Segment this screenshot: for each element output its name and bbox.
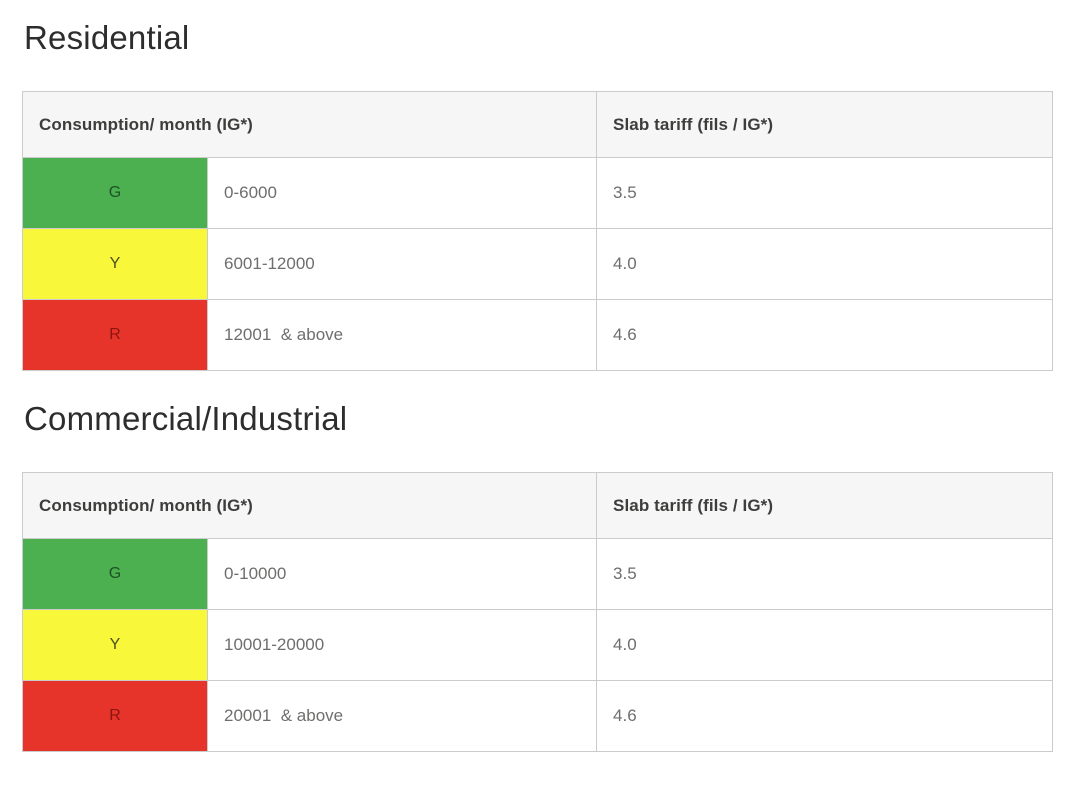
commercial-industrial-tariff-table: Consumption/ month (IG*) Slab tariff (fi… <box>21 472 1054 752</box>
consumption-range-cell: 20001 & above <box>206 680 598 752</box>
consumption-column-header: Consumption/ month (IG*) <box>21 91 598 158</box>
table-header-row: Consumption/ month (IG*) Slab tariff (fi… <box>21 91 1054 158</box>
tariff-page: Residential Consumption/ month (IG*) Sla… <box>21 18 1054 752</box>
tariff-value-cell: 3.5 <box>596 157 1054 229</box>
tariff-value-cell: 4.0 <box>596 609 1054 681</box>
table-row: R 20001 & above 4.6 <box>22 680 1054 752</box>
table-header-row: Consumption/ month (IG*) Slab tariff (fi… <box>21 472 1054 539</box>
tariff-value-cell: 4.6 <box>596 680 1054 752</box>
table-row: R 12001 & above 4.6 <box>22 299 1054 371</box>
color-code-cell-yellow: Y <box>22 228 208 300</box>
tariff-value-cell: 4.0 <box>596 228 1054 300</box>
consumption-range-cell: 12001 & above <box>206 299 598 371</box>
table-row: Y 6001-12000 4.0 <box>22 228 1054 300</box>
consumption-range-cell: 6001-12000 <box>206 228 598 300</box>
consumption-column-header: Consumption/ month (IG*) <box>21 472 598 539</box>
section-title-residential: Residential <box>24 19 190 56</box>
section-residential: Residential Consumption/ month (IG*) Sla… <box>21 18 1054 371</box>
color-code-cell-yellow: Y <box>22 609 208 681</box>
color-code-cell-red: R <box>22 680 208 752</box>
table-row: G 0-6000 3.5 <box>22 157 1054 229</box>
color-code-cell-green: G <box>22 538 208 610</box>
tariff-column-header: Slab tariff (fils / IG*) <box>596 472 1054 539</box>
tariff-column-header: Slab tariff (fils / IG*) <box>596 91 1054 158</box>
color-code-cell-red: R <box>22 299 208 371</box>
tariff-value-cell: 3.5 <box>596 538 1054 610</box>
tariff-value-cell: 4.6 <box>596 299 1054 371</box>
residential-tariff-table: Consumption/ month (IG*) Slab tariff (fi… <box>21 91 1054 371</box>
consumption-range-cell: 0-6000 <box>206 157 598 229</box>
section-commercial-industrial: Commercial/Industrial Consumption/ month… <box>21 399 1054 752</box>
table-row: G 0-10000 3.5 <box>22 538 1054 610</box>
consumption-range-cell: 0-10000 <box>206 538 598 610</box>
section-title-commercial-industrial: Commercial/Industrial <box>24 400 348 437</box>
color-code-cell-green: G <box>22 157 208 229</box>
consumption-range-cell: 10001-20000 <box>206 609 598 681</box>
table-row: Y 10001-20000 4.0 <box>22 609 1054 681</box>
